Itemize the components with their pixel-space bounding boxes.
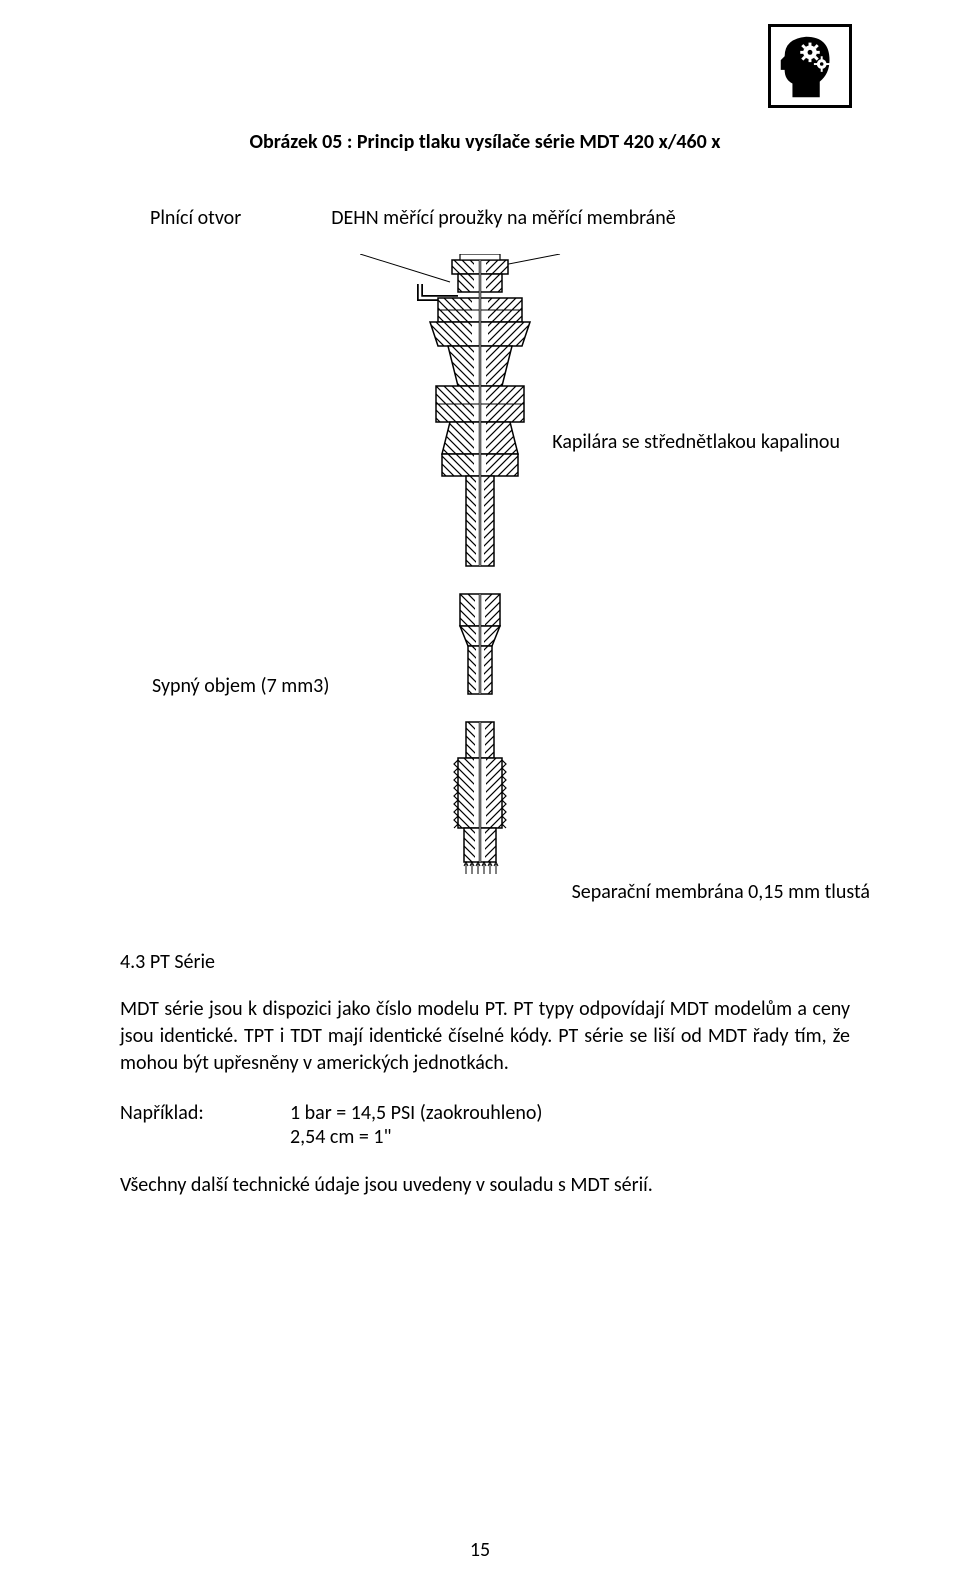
footer-text: Všechny další technické údaje jsou uvede…: [120, 1173, 850, 1197]
example-line-2: 2,54 cm = 1": [290, 1125, 542, 1149]
technical-diagram: Kapilára se střednětlakou kapalinou Sypn…: [120, 254, 850, 904]
example-line-1: 1 bar = 14,5 PSI (zaokrouhleno): [290, 1101, 542, 1125]
label-membrane: Separační membrána 0,15 mm tlustá: [572, 880, 870, 904]
top-labels-row: Plnící otvor DEHN měřící proužky na měří…: [120, 206, 850, 230]
section-heading: 4.3 PT Série: [120, 950, 850, 974]
example-values: 1 bar = 14,5 PSI (zaokrouhleno) 2,54 cm …: [290, 1101, 542, 1149]
section-body: MDT série jsou k dispozici jako číslo mo…: [120, 996, 850, 1077]
transmitter-cross-section: [360, 254, 600, 894]
label-fill-hole: Plnící otvor: [150, 206, 241, 230]
head-gears-icon: [768, 24, 852, 108]
page-number: 15: [0, 1538, 960, 1562]
label-dehn-strips: DEHN měřící proužky na měřící membráně: [331, 206, 675, 230]
example-label: Například:: [120, 1101, 290, 1149]
example-row: Například: 1 bar = 14,5 PSI (zaokrouhlen…: [120, 1101, 850, 1149]
label-capillary: Kapilára se střednětlakou kapalinou: [552, 430, 840, 454]
figure-title: Obrázek 05 : Princip tlaku vysílače séri…: [120, 130, 850, 154]
label-volume: Sypný objem (7 mm3): [152, 674, 329, 698]
